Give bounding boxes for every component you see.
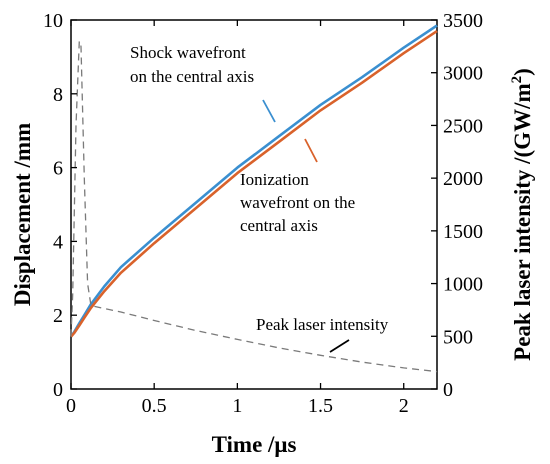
- x-tick-label: 2: [399, 395, 409, 417]
- y-axis-label: Displacement /mm: [10, 123, 35, 306]
- x-axis-ticks: 0 0.5 1 1.5 2: [66, 20, 409, 417]
- y2-tick-label: 3000: [443, 63, 483, 85]
- annotation-ionization-line-2: wavefront on the: [240, 193, 355, 212]
- annotation-shock-wavefront: Shock wavefront on the central axis: [130, 43, 254, 86]
- y-tick-label: 4: [53, 231, 63, 253]
- annotation-ionization-leader: [304, 138, 318, 163]
- y2-axis-label-superscript: 2: [509, 76, 525, 84]
- x-tick-label: 1: [232, 395, 242, 417]
- y2-tick-label: 0: [443, 379, 453, 401]
- x-tick-label: 0.5: [142, 395, 167, 417]
- y2-axis-label-main: Peak laser intensity /(GW/m: [510, 83, 535, 360]
- y2-axis-label-close: ): [510, 68, 535, 76]
- y-tick-label: 8: [53, 84, 63, 106]
- y2-tick-label: 2500: [443, 115, 483, 137]
- annotation-ionization-line-1: Ionization: [240, 170, 309, 189]
- y-tick-label: 10: [43, 10, 63, 32]
- x-tick-label: 1.5: [308, 395, 333, 417]
- annotations: Shock wavefront on the central axis Ioni…: [130, 43, 389, 353]
- annotation-ionization-wavefront: Ionization wavefront on the central axis: [240, 170, 359, 235]
- y-tick-label: 6: [53, 158, 63, 180]
- series-layer: [69, 24, 438, 373]
- annotation-peak-leader: [329, 339, 350, 353]
- plot-area: [69, 19, 438, 390]
- y2-tick-label: 500: [443, 326, 473, 348]
- y2-tick-label: 3500: [443, 10, 483, 32]
- annotation-peak-laser-intensity: Peak laser intensity: [256, 315, 389, 334]
- series-line-1: [70, 30, 438, 338]
- y2-tick-label: 2000: [443, 168, 483, 190]
- y-axis-ticks: 0 2 4 6 8 10: [43, 10, 77, 401]
- y-tick-label: 2: [53, 305, 63, 327]
- y2-axis-label: Peak laser intensity /(GW/m2): [509, 68, 535, 361]
- y2-tick-label: 1000: [443, 274, 483, 296]
- y2-axis-ticks: 0 500 1000 1500 2000 2500 3000 3500: [431, 10, 483, 401]
- annotation-shock-line-1: Shock wavefront: [130, 43, 246, 62]
- annotation-shock-leader: [262, 99, 276, 123]
- plot-frame: [70, 19, 438, 390]
- annotation-shock-line-2: on the central axis: [130, 67, 254, 86]
- y-tick-label: 0: [53, 379, 63, 401]
- x-tick-label: 0: [66, 395, 76, 417]
- y2-tick-label: 1500: [443, 221, 483, 243]
- x-axis-label: Time /μs: [212, 432, 297, 457]
- series-line-2: [70, 40, 438, 373]
- annotation-ionization-line-3: central axis: [240, 216, 318, 235]
